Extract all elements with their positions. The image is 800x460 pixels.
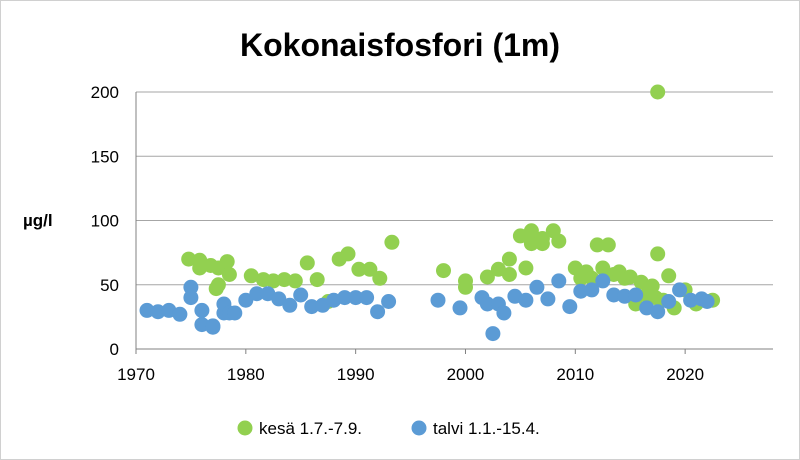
winter-point <box>381 294 397 309</box>
winter-point <box>699 294 715 309</box>
summer-point <box>299 255 315 271</box>
winter-point <box>650 304 666 320</box>
summer-point <box>340 246 356 262</box>
summer-point <box>287 273 303 289</box>
x-tick-label: 2020 <box>666 365 704 384</box>
summer-point <box>436 263 451 279</box>
summer-point <box>661 268 677 284</box>
winter-point <box>485 326 501 342</box>
winter-point <box>370 304 386 320</box>
winter-point <box>238 292 254 308</box>
winter-point <box>430 292 446 308</box>
winter-point <box>194 302 210 318</box>
winter-point <box>551 273 567 289</box>
winter-point <box>661 294 677 309</box>
winter-point <box>573 283 589 299</box>
summer-point <box>650 84 666 100</box>
legend-label: kesä 1.7.-7.9. <box>259 419 362 438</box>
winter-point <box>529 279 545 295</box>
winter-point <box>249 286 265 302</box>
summer-point <box>219 254 235 270</box>
summer-point <box>221 267 237 282</box>
winter-point <box>617 288 633 304</box>
winter-point <box>359 290 375 306</box>
winter-point <box>496 305 512 321</box>
summer-point <box>372 270 388 286</box>
winter-point <box>205 319 221 335</box>
summer-point <box>210 277 226 293</box>
y-axis-label: µg/l <box>23 211 53 230</box>
summer-point <box>265 273 281 289</box>
summer-point <box>600 237 616 253</box>
winter-point <box>562 299 578 315</box>
legend: kesä 1.7.-7.9. talvi 1.1.-15.4. <box>237 419 540 438</box>
winter-point <box>540 291 556 307</box>
summer-point <box>181 251 197 267</box>
summer-point <box>644 278 660 294</box>
tick-labels: 0 50 100 150 200 1970 1980 1990 2000 2010 2020 <box>91 83 704 384</box>
y-tick-label: 150 <box>91 147 119 166</box>
winter-point <box>183 279 199 295</box>
legend-marker <box>237 420 253 436</box>
summer-point <box>589 237 605 253</box>
summer-point <box>534 231 550 246</box>
winter-point <box>271 291 287 307</box>
winter-point <box>139 302 155 318</box>
x-tick-label: 1970 <box>117 365 155 384</box>
summer-point <box>276 272 292 288</box>
winter-point <box>282 297 298 313</box>
winter-point <box>348 290 364 306</box>
x-tick-label: 2010 <box>556 365 594 384</box>
winter-point <box>683 292 699 308</box>
winter-point <box>227 305 243 321</box>
winter-point <box>293 287 309 303</box>
chart-title: Kokonaisfosfori (1m) <box>240 27 560 63</box>
summer-point <box>351 261 367 277</box>
y-tick-label: 200 <box>91 83 119 102</box>
summer-point <box>384 234 400 250</box>
legend-marker <box>411 420 427 436</box>
summer-point <box>458 279 473 295</box>
summer-point <box>650 246 666 262</box>
summer-point <box>479 269 495 285</box>
winter-point <box>304 299 320 315</box>
winter-point <box>337 290 353 306</box>
grid-lines <box>136 91 773 286</box>
winter-point <box>172 306 188 322</box>
y-tick-label: 0 <box>110 340 119 359</box>
y-tick-label: 50 <box>100 276 119 295</box>
winter-point <box>452 300 468 316</box>
summer-point <box>243 268 259 284</box>
y-tick-label: 100 <box>91 212 119 231</box>
summer-point <box>501 251 517 267</box>
winter-point <box>606 287 622 303</box>
winter-point <box>183 290 199 306</box>
data-points <box>139 84 721 342</box>
x-tick-label: 2000 <box>447 365 485 384</box>
summer-point <box>309 272 325 288</box>
winter-point <box>672 282 688 298</box>
summer-point <box>551 233 567 249</box>
summer-point <box>362 261 378 277</box>
x-tick-label: 1980 <box>227 365 265 384</box>
winter-point <box>584 282 600 298</box>
winter-point <box>595 273 611 289</box>
summer-point <box>595 260 611 276</box>
x-tick-label: 1990 <box>337 365 375 384</box>
axes <box>135 92 773 354</box>
winter-point <box>479 296 495 312</box>
winter-point <box>518 292 534 308</box>
winter-point <box>150 304 166 320</box>
summer-point <box>501 267 517 282</box>
legend-label: talvi 1.1.-15.4. <box>433 419 540 438</box>
winter-point <box>628 287 644 303</box>
summer-point <box>518 260 534 276</box>
summer-point <box>523 223 539 239</box>
